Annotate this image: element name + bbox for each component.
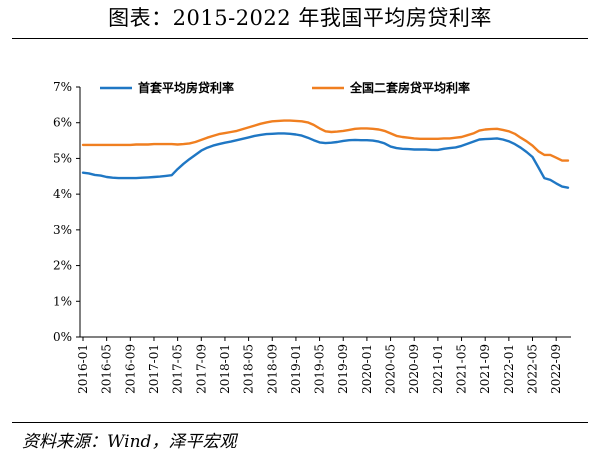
x-tick-label: 2017-01: [147, 344, 161, 394]
title-divider: [12, 38, 588, 39]
x-tick-label: 2021-01: [431, 344, 445, 394]
x-tick-label: 2021-09: [478, 344, 492, 394]
page-title: 图表：2015-2022 年我国平均房贷利率: [108, 6, 492, 30]
y-tick-label: 2%: [53, 259, 72, 273]
series-line-2: [81, 119, 570, 162]
x-tick-label: 2018-09: [265, 344, 279, 394]
y-tick-label: 5%: [53, 151, 72, 165]
x-tick-label: 2017-05: [171, 344, 185, 394]
x-tick-label: 2022-09: [549, 344, 563, 394]
y-tick-label: 1%: [53, 294, 72, 308]
source-note: 资料来源：Wind，泽平宏观: [22, 432, 237, 452]
x-tick-label: 2022-01: [502, 344, 516, 394]
x-tick-label: 2016-09: [123, 344, 137, 394]
x-tick-label: 2016-01: [76, 344, 90, 394]
x-tick-label: 2020-05: [384, 344, 398, 394]
x-tick-label: 2022-05: [526, 344, 540, 394]
x-tick-label: 2019-09: [336, 344, 350, 394]
y-tick-label: 3%: [53, 223, 72, 237]
line-chart: 0% 1% 2% 3% 4% 5% 6% 7% 2016-01 2016-05 2016-09 201…: [53, 80, 571, 394]
x-tick-label: 2019-05: [313, 344, 327, 394]
y-tick-label: 7%: [53, 80, 72, 94]
legend-label-2: 全国二套房贷平均利率: [349, 80, 470, 95]
x-tick-label: 2019-01: [289, 344, 303, 394]
title-bar: 图表：2015-2022 年我国平均房贷利率: [0, 0, 600, 37]
x-tick-label: 2020-09: [407, 344, 421, 394]
x-tick-label: 2021-05: [455, 344, 469, 394]
legend-label-1: 首套平均房贷利率: [138, 80, 234, 95]
series-line-1: [81, 132, 570, 189]
x-tick-label: 2020-01: [360, 344, 374, 394]
source-divider: [12, 422, 588, 423]
y-tick-label: 0%: [53, 330, 72, 344]
x-tick-label: 2018-05: [242, 344, 256, 394]
x-tick-label: 2017-09: [194, 344, 208, 394]
x-tick-label: 2018-01: [218, 344, 232, 394]
y-tick-label: 6%: [53, 116, 72, 130]
y-tick-label: 4%: [53, 187, 72, 201]
x-tick-label: 2016-05: [100, 344, 114, 394]
